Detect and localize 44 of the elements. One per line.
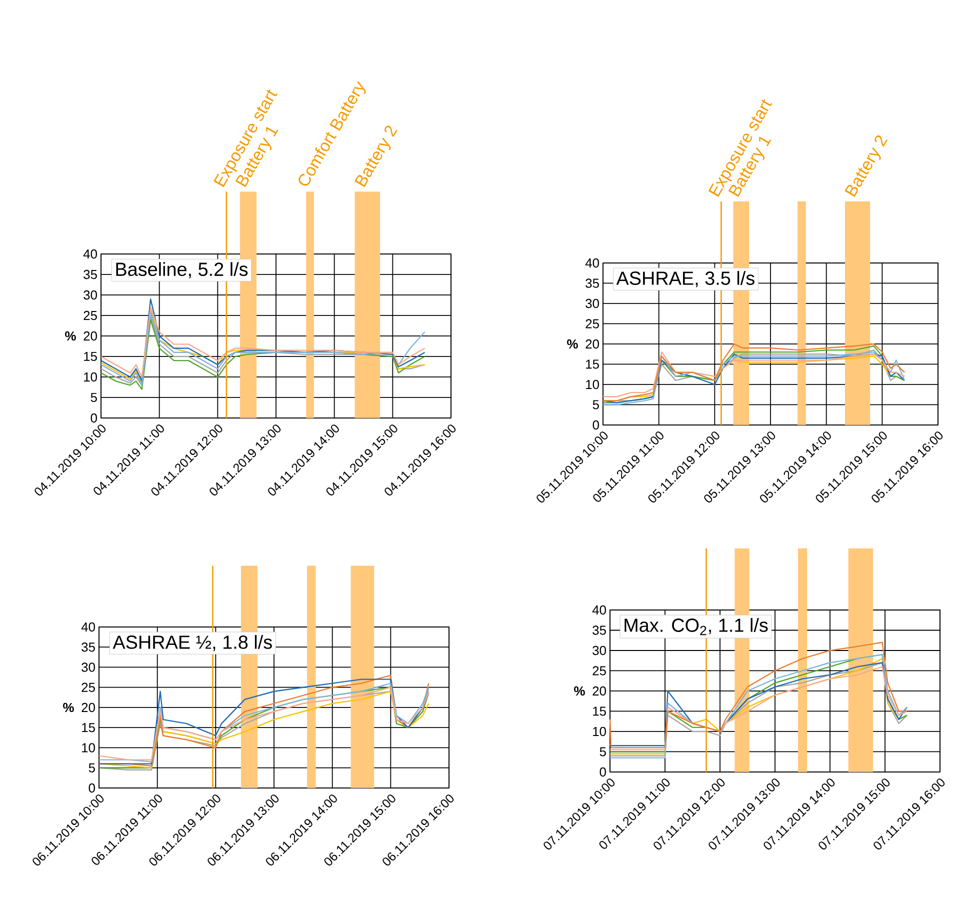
y-tick-label: 40 — [83, 249, 97, 259]
y-tick-label: 30 — [592, 646, 606, 656]
y-tick-label: 35 — [592, 626, 606, 635]
y-axis-title: % — [567, 339, 578, 349]
y-tick-label: 0 — [90, 413, 97, 423]
y-tick-label: 30 — [84, 290, 97, 300]
y-tick-label: 20 — [586, 339, 599, 349]
y-tick-label: 0 — [88, 783, 95, 793]
chart-title: Max. CO$_{2}$, 1.1 l/s — [624, 618, 768, 636]
y-tick-label: 20 — [82, 702, 95, 712]
y-tick-label: 5 — [600, 747, 606, 756]
y-tick-label: 10 — [593, 726, 606, 736]
y-axis-title: % — [63, 702, 74, 712]
chart-title: ASHRAE ½, 1.8 l/s — [112, 635, 272, 652]
y-tick-label: 25 — [84, 310, 97, 320]
y-tick-label: 25 — [82, 682, 95, 692]
y-tick-label: 15 — [586, 360, 599, 369]
chart-title: Baseline, 5.2 l/s — [116, 262, 248, 278]
y-tick-label: 35 — [84, 270, 97, 280]
y-tick-label: 40 — [81, 622, 95, 632]
y-tick-label: 0 — [600, 767, 606, 777]
y-tick-label: 0 — [592, 420, 599, 430]
chart-title: ASHRAE, 3.5 l/s — [616, 271, 754, 288]
y-tick-label: 30 — [586, 298, 599, 308]
y-tick-label: 10 — [84, 372, 97, 382]
y-tick-label: 5 — [592, 400, 599, 410]
y-tick-label: 5 — [88, 763, 95, 772]
y-tick-label: 25 — [586, 319, 599, 328]
y-tick-label: 40 — [592, 605, 606, 615]
y-axis-title: % — [574, 686, 585, 696]
y-tick-label: 10 — [586, 380, 599, 390]
y-tick-label: 40 — [585, 258, 599, 268]
y-tick-label: 10 — [82, 743, 95, 752]
y-tick-label: 35 — [82, 642, 95, 652]
y-axis-title: % — [65, 331, 76, 341]
y-tick-label: 20 — [592, 686, 606, 696]
y-tick-label: 5 — [90, 392, 97, 402]
y-tick-label: 30 — [82, 662, 95, 672]
y-tick-label: 25 — [592, 666, 606, 676]
y-tick-label: 20 — [84, 331, 97, 341]
y-tick-label: 15 — [82, 723, 95, 732]
y-tick-label: 15 — [593, 706, 606, 716]
y-tick-label: 15 — [84, 352, 97, 361]
y-tick-label: 35 — [586, 278, 599, 288]
